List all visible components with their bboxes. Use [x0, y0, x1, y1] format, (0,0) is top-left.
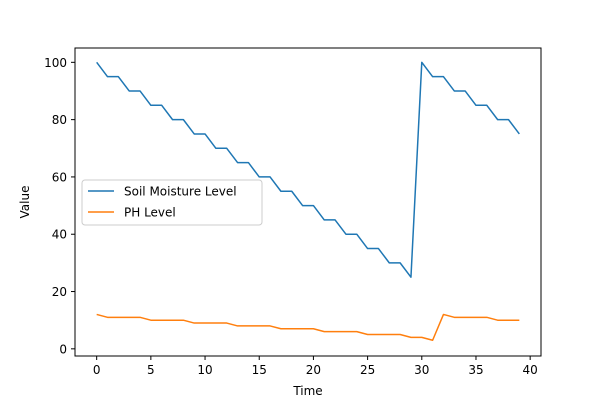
legend-label-2: PH Level: [124, 206, 176, 220]
x-axis-label: Time: [292, 384, 322, 398]
y-tick-label: 80: [52, 113, 67, 127]
y-axis-label: Value: [18, 186, 32, 219]
x-tick-label: 25: [360, 363, 375, 377]
legend-box: [81, 179, 263, 226]
y-tick-label: 40: [52, 228, 67, 242]
x-tick-label: 35: [468, 363, 483, 377]
x-tick-label: 40: [523, 363, 538, 377]
legend: Soil Moisture Level PH Level: [81, 179, 263, 226]
plot-frame: [74, 47, 542, 357]
y-tick-label: 20: [52, 285, 67, 299]
y-tick-label: 0: [59, 342, 67, 356]
x-tick-label: 30: [414, 363, 429, 377]
x-tick-label: 20: [306, 363, 321, 377]
series-line-1: [96, 61, 520, 278]
x-tick-label: 0: [93, 363, 101, 377]
y-tick-label: 100: [44, 56, 67, 70]
x-tick-label: 10: [197, 363, 212, 377]
y-tick-label: 60: [52, 170, 67, 184]
x-axis-ticks: 0 5 10 15 20 25 30 35 40: [93, 356, 538, 377]
plot-marks: [96, 61, 520, 341]
series-line-2: [96, 313, 520, 341]
y-axis-ticks: 0 20 40 60 80 100: [44, 56, 75, 356]
x-tick-label: 5: [147, 363, 155, 377]
x-tick-label: 15: [252, 363, 267, 377]
legend-label-1: Soil Moisture Level: [124, 185, 237, 199]
